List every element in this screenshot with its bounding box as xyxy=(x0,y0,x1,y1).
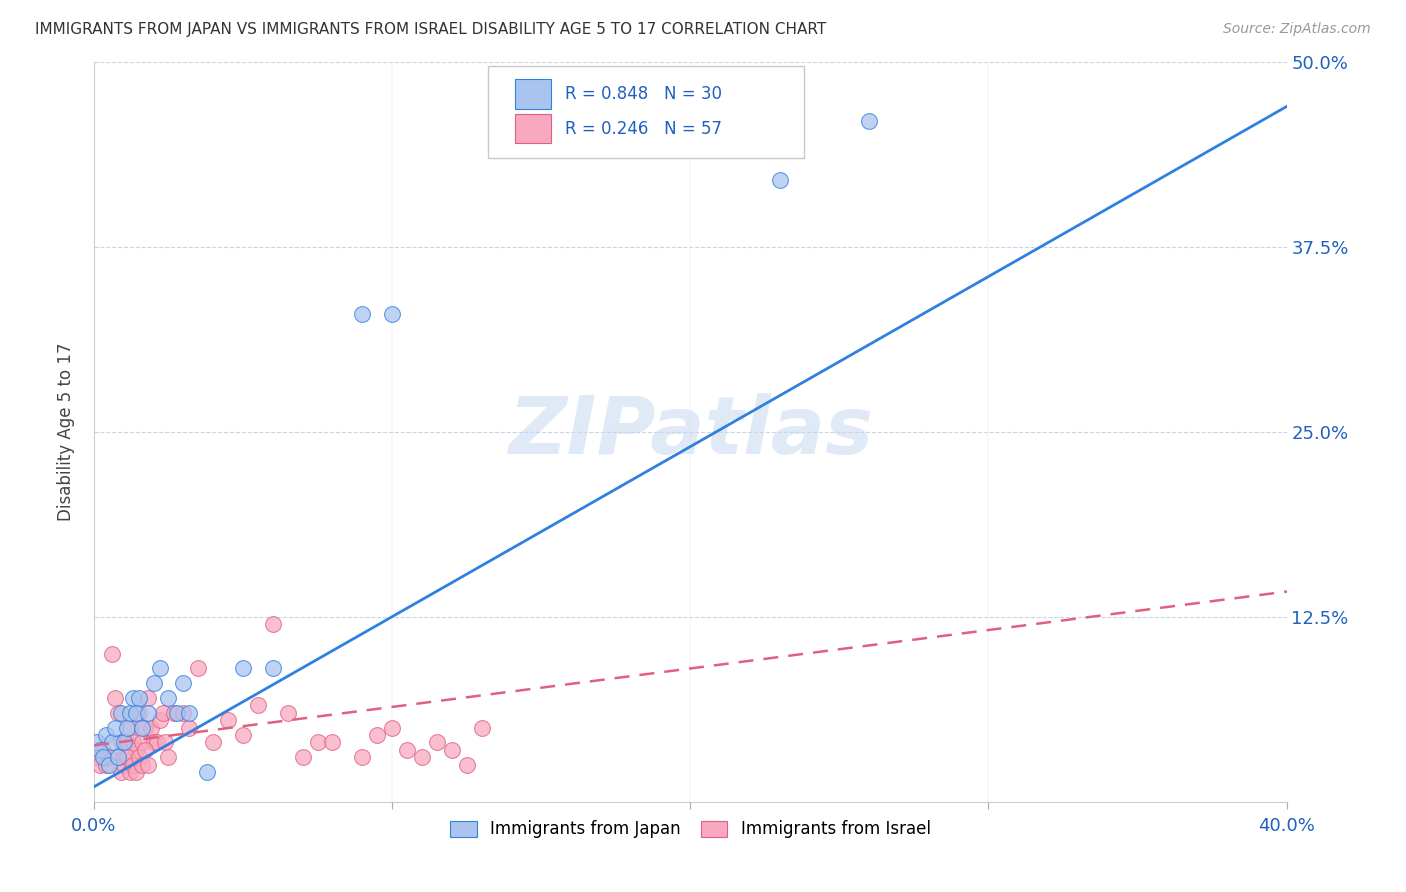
FancyBboxPatch shape xyxy=(488,66,804,158)
FancyBboxPatch shape xyxy=(515,114,551,144)
Point xyxy=(381,307,404,321)
Point xyxy=(769,173,792,187)
Point xyxy=(115,735,138,749)
Point xyxy=(110,764,132,779)
Point xyxy=(232,661,254,675)
Point xyxy=(166,706,188,720)
Point xyxy=(110,735,132,749)
Legend: Immigrants from Japan, Immigrants from Israel: Immigrants from Japan, Immigrants from I… xyxy=(443,814,938,845)
Point xyxy=(121,757,143,772)
Point xyxy=(307,735,329,749)
Point xyxy=(91,743,114,757)
Point xyxy=(195,764,218,779)
Point xyxy=(131,721,153,735)
Point xyxy=(440,743,463,757)
Point xyxy=(172,706,194,720)
Point xyxy=(858,114,880,128)
Point xyxy=(128,706,150,720)
Point xyxy=(136,757,159,772)
Point xyxy=(91,750,114,764)
Point xyxy=(277,706,299,720)
Point xyxy=(155,735,177,749)
Point xyxy=(262,661,284,675)
Point xyxy=(366,728,388,742)
Text: IMMIGRANTS FROM JAPAN VS IMMIGRANTS FROM ISRAEL DISABILITY AGE 5 TO 17 CORRELATI: IMMIGRANTS FROM JAPAN VS IMMIGRANTS FROM… xyxy=(35,22,827,37)
Point xyxy=(381,721,404,735)
Text: ZIPatlas: ZIPatlas xyxy=(508,392,873,471)
Point xyxy=(112,750,135,764)
Point xyxy=(145,735,167,749)
Point xyxy=(131,757,153,772)
Point xyxy=(124,764,146,779)
Point xyxy=(352,750,374,764)
Point xyxy=(124,743,146,757)
Point xyxy=(152,706,174,720)
Point xyxy=(97,750,120,764)
Point xyxy=(110,706,132,720)
Point xyxy=(217,713,239,727)
Point xyxy=(246,698,269,713)
Point xyxy=(139,721,162,735)
Point xyxy=(470,721,492,735)
Point xyxy=(115,721,138,735)
Point xyxy=(179,706,201,720)
Point xyxy=(142,676,165,690)
Point xyxy=(89,757,111,772)
Point xyxy=(262,617,284,632)
Point xyxy=(118,764,141,779)
Y-axis label: Disability Age 5 to 17: Disability Age 5 to 17 xyxy=(58,343,75,521)
Point xyxy=(101,735,124,749)
Point xyxy=(179,721,201,735)
Point xyxy=(121,735,143,749)
Point xyxy=(124,706,146,720)
Point xyxy=(172,676,194,690)
Point xyxy=(134,743,156,757)
Point xyxy=(136,706,159,720)
Text: R = 0.246   N = 57: R = 0.246 N = 57 xyxy=(565,120,723,137)
Point xyxy=(104,691,127,706)
Point xyxy=(121,691,143,706)
Point xyxy=(202,735,225,749)
Point xyxy=(118,706,141,720)
Point xyxy=(112,757,135,772)
Point xyxy=(97,757,120,772)
Point xyxy=(352,307,374,321)
Point xyxy=(136,691,159,706)
Point xyxy=(107,750,129,764)
Point xyxy=(157,691,180,706)
Point xyxy=(232,728,254,742)
Point xyxy=(131,735,153,749)
Point xyxy=(86,735,108,749)
Point xyxy=(104,721,127,735)
Point xyxy=(142,735,165,749)
Point xyxy=(118,721,141,735)
Point xyxy=(321,735,343,749)
Point xyxy=(112,735,135,749)
Point xyxy=(86,750,108,764)
Point xyxy=(187,661,209,675)
Point xyxy=(395,743,418,757)
Point xyxy=(115,750,138,764)
Text: R = 0.848   N = 30: R = 0.848 N = 30 xyxy=(565,85,723,103)
Point xyxy=(94,728,117,742)
Point xyxy=(148,713,170,727)
Point xyxy=(89,743,111,757)
FancyBboxPatch shape xyxy=(515,79,551,109)
Point xyxy=(134,721,156,735)
Point xyxy=(107,706,129,720)
Point xyxy=(426,735,449,749)
Point xyxy=(411,750,433,764)
Point xyxy=(101,647,124,661)
Point xyxy=(128,691,150,706)
Text: Source: ZipAtlas.com: Source: ZipAtlas.com xyxy=(1223,22,1371,37)
Point xyxy=(163,706,186,720)
Point xyxy=(291,750,314,764)
Point xyxy=(456,757,478,772)
Point xyxy=(157,750,180,764)
Point xyxy=(128,750,150,764)
Point xyxy=(148,661,170,675)
Point xyxy=(94,757,117,772)
